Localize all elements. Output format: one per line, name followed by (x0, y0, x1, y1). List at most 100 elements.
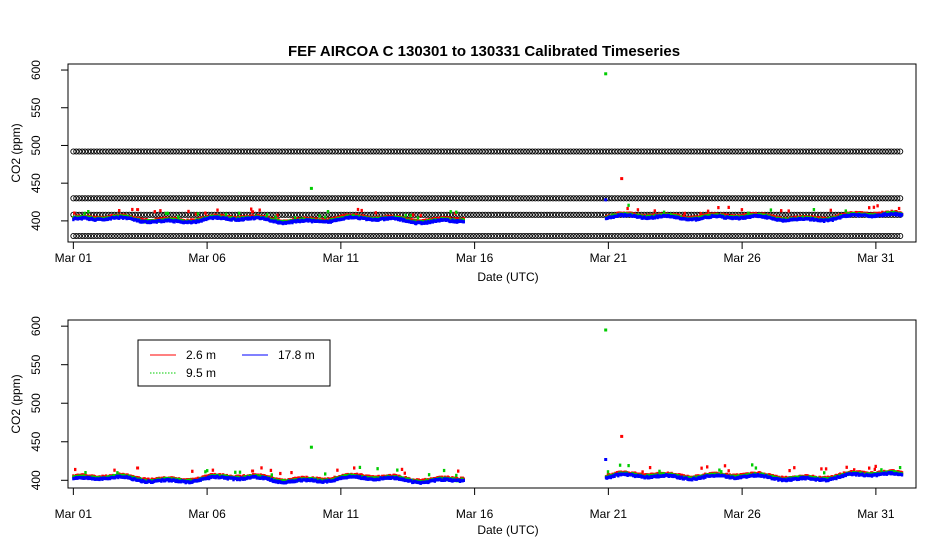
data-point (462, 220, 465, 224)
reference-point (214, 232, 221, 240)
reference-point (638, 195, 645, 202)
reference-point (652, 232, 660, 240)
reference-point (217, 148, 224, 155)
reference-point (791, 148, 798, 155)
reference-point (644, 148, 651, 155)
data-point (84, 471, 87, 475)
reference-point (658, 148, 665, 155)
reference-point (797, 232, 804, 240)
data-point (829, 208, 832, 212)
data-point (324, 215, 327, 219)
reference-point (732, 195, 739, 202)
reference-point (523, 195, 530, 202)
reference-point (423, 148, 430, 155)
data-point (269, 468, 273, 472)
reference-point (152, 148, 159, 155)
reference-point (629, 232, 636, 240)
reference-point (670, 148, 677, 155)
reference-point (670, 195, 677, 202)
reference-point (343, 195, 351, 202)
reference-point (255, 148, 262, 155)
reference-point (73, 232, 80, 240)
reference-point (502, 195, 509, 202)
reference-point (320, 148, 327, 155)
reference-point (355, 232, 362, 240)
reference-point (779, 232, 786, 240)
reference-point (296, 148, 303, 155)
reference-point (288, 195, 295, 202)
reference-point (508, 148, 515, 155)
reference-point (814, 195, 821, 202)
data-point (662, 210, 666, 214)
reference-point (573, 195, 580, 202)
reference-point (432, 195, 439, 202)
reference-point (649, 195, 657, 202)
reference-point (761, 148, 768, 155)
reference-point (538, 232, 545, 240)
data-point (720, 470, 723, 474)
reference-point (591, 211, 598, 218)
reference-point (544, 232, 551, 240)
reference-point (132, 148, 139, 155)
reference-point (249, 195, 256, 202)
data-point (336, 468, 339, 472)
reference-point (299, 195, 306, 202)
reference-point (694, 232, 701, 240)
reference-point (882, 148, 889, 155)
reference-point (152, 195, 159, 202)
reference-point (841, 195, 848, 202)
reference-point (552, 232, 559, 240)
reference-point (473, 232, 480, 240)
reference-point (120, 148, 127, 155)
reference-point (664, 232, 671, 240)
reference-point (446, 148, 454, 155)
reference-point (108, 148, 115, 155)
reference-point (514, 232, 521, 240)
data-point (449, 210, 452, 214)
reference-point (844, 148, 851, 155)
data-point (626, 206, 629, 211)
reference-point (270, 232, 277, 240)
data-point (206, 469, 209, 473)
data-point (897, 206, 901, 211)
data-point (658, 469, 661, 473)
reference-point (335, 195, 342, 202)
reference-point (396, 195, 404, 202)
reference-point (576, 232, 583, 240)
reference-point (111, 232, 118, 240)
reference-point (305, 195, 312, 202)
reference-point (473, 148, 480, 155)
reference-point (208, 232, 215, 240)
y-tick-label: 550 (29, 97, 43, 117)
reference-point (105, 232, 112, 240)
reference-point (446, 195, 454, 202)
reference-point (458, 232, 465, 240)
reference-point (714, 195, 721, 202)
reference-point (491, 148, 498, 155)
reference-point (370, 148, 377, 155)
reference-point (573, 211, 580, 218)
reference-point (438, 195, 445, 202)
reference-point (82, 195, 89, 202)
x-tick-label: Mar 21 (590, 251, 628, 265)
data-point (191, 469, 194, 473)
reference-point (499, 232, 507, 240)
data-point (683, 211, 686, 215)
reference-point (87, 195, 95, 202)
reference-point (235, 232, 242, 240)
reference-point (767, 195, 774, 202)
reference-point (658, 195, 665, 202)
data-point (740, 208, 744, 212)
reference-point (502, 148, 509, 155)
data-point (400, 467, 404, 471)
reference-point (700, 148, 707, 155)
reference-point (93, 195, 100, 202)
reference-point (120, 232, 127, 240)
reference-point (279, 195, 286, 202)
reference-point (417, 232, 424, 240)
reference-point (332, 232, 339, 240)
reference-point (464, 211, 471, 218)
reference-point (341, 232, 348, 240)
reference-point (349, 232, 356, 240)
reference-point (155, 148, 162, 155)
